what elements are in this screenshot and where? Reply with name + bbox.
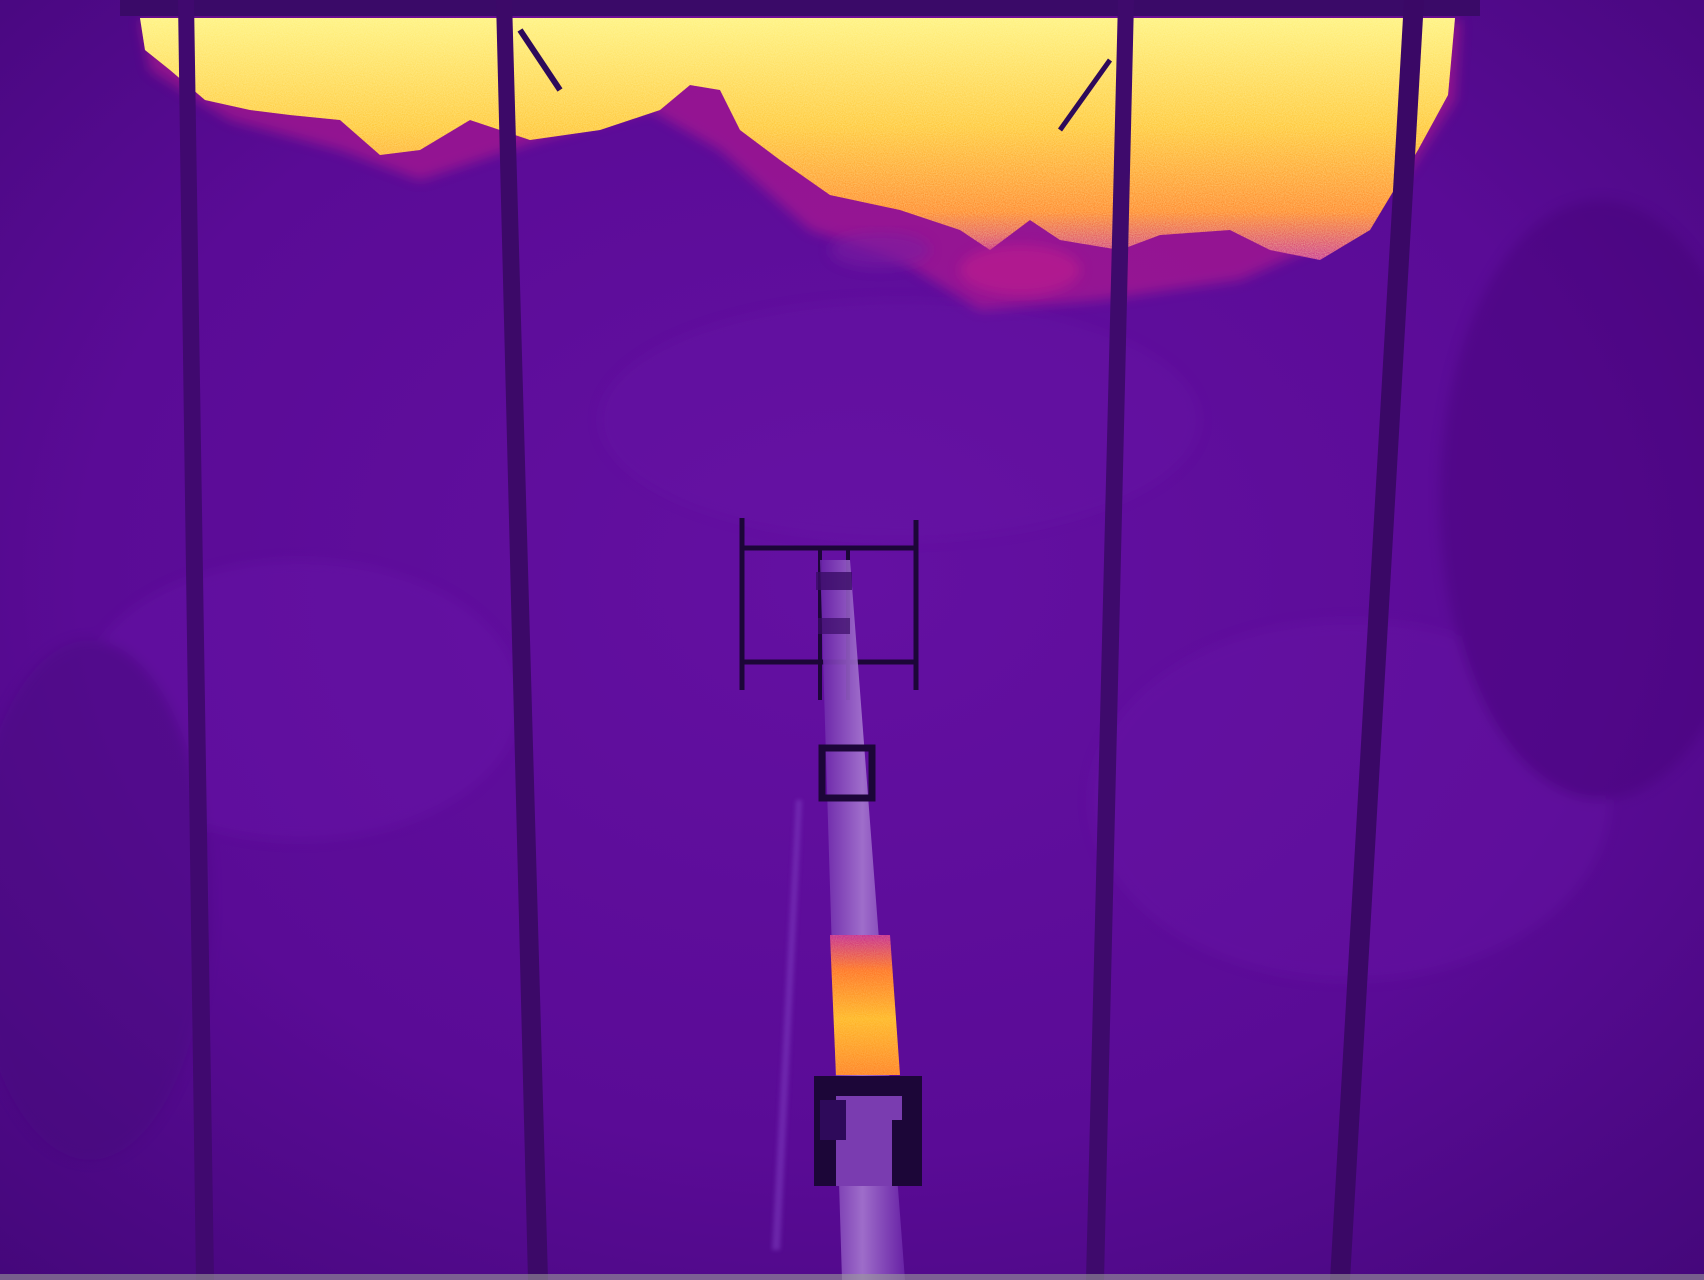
post-left — [178, 0, 214, 1280]
brace-left — [517, 28, 563, 92]
pipe-fittings — [816, 572, 876, 802]
post-center-right — [1086, 0, 1134, 1280]
pipe-clamp-lower — [814, 1076, 922, 1186]
drip-streak — [772, 800, 802, 1250]
post-center-left — [496, 0, 548, 1280]
wall-texture — [0, 200, 1704, 1160]
bottom-edge — [0, 1274, 1704, 1280]
post-right — [1330, 0, 1424, 1280]
brace-right — [1057, 58, 1113, 132]
support-posts — [178, 0, 1424, 1280]
warm-smudges — [830, 232, 1080, 295]
pipe-collar-upper — [818, 744, 876, 802]
top-rail — [120, 0, 1480, 16]
pipe-hot-texture — [830, 935, 900, 1075]
